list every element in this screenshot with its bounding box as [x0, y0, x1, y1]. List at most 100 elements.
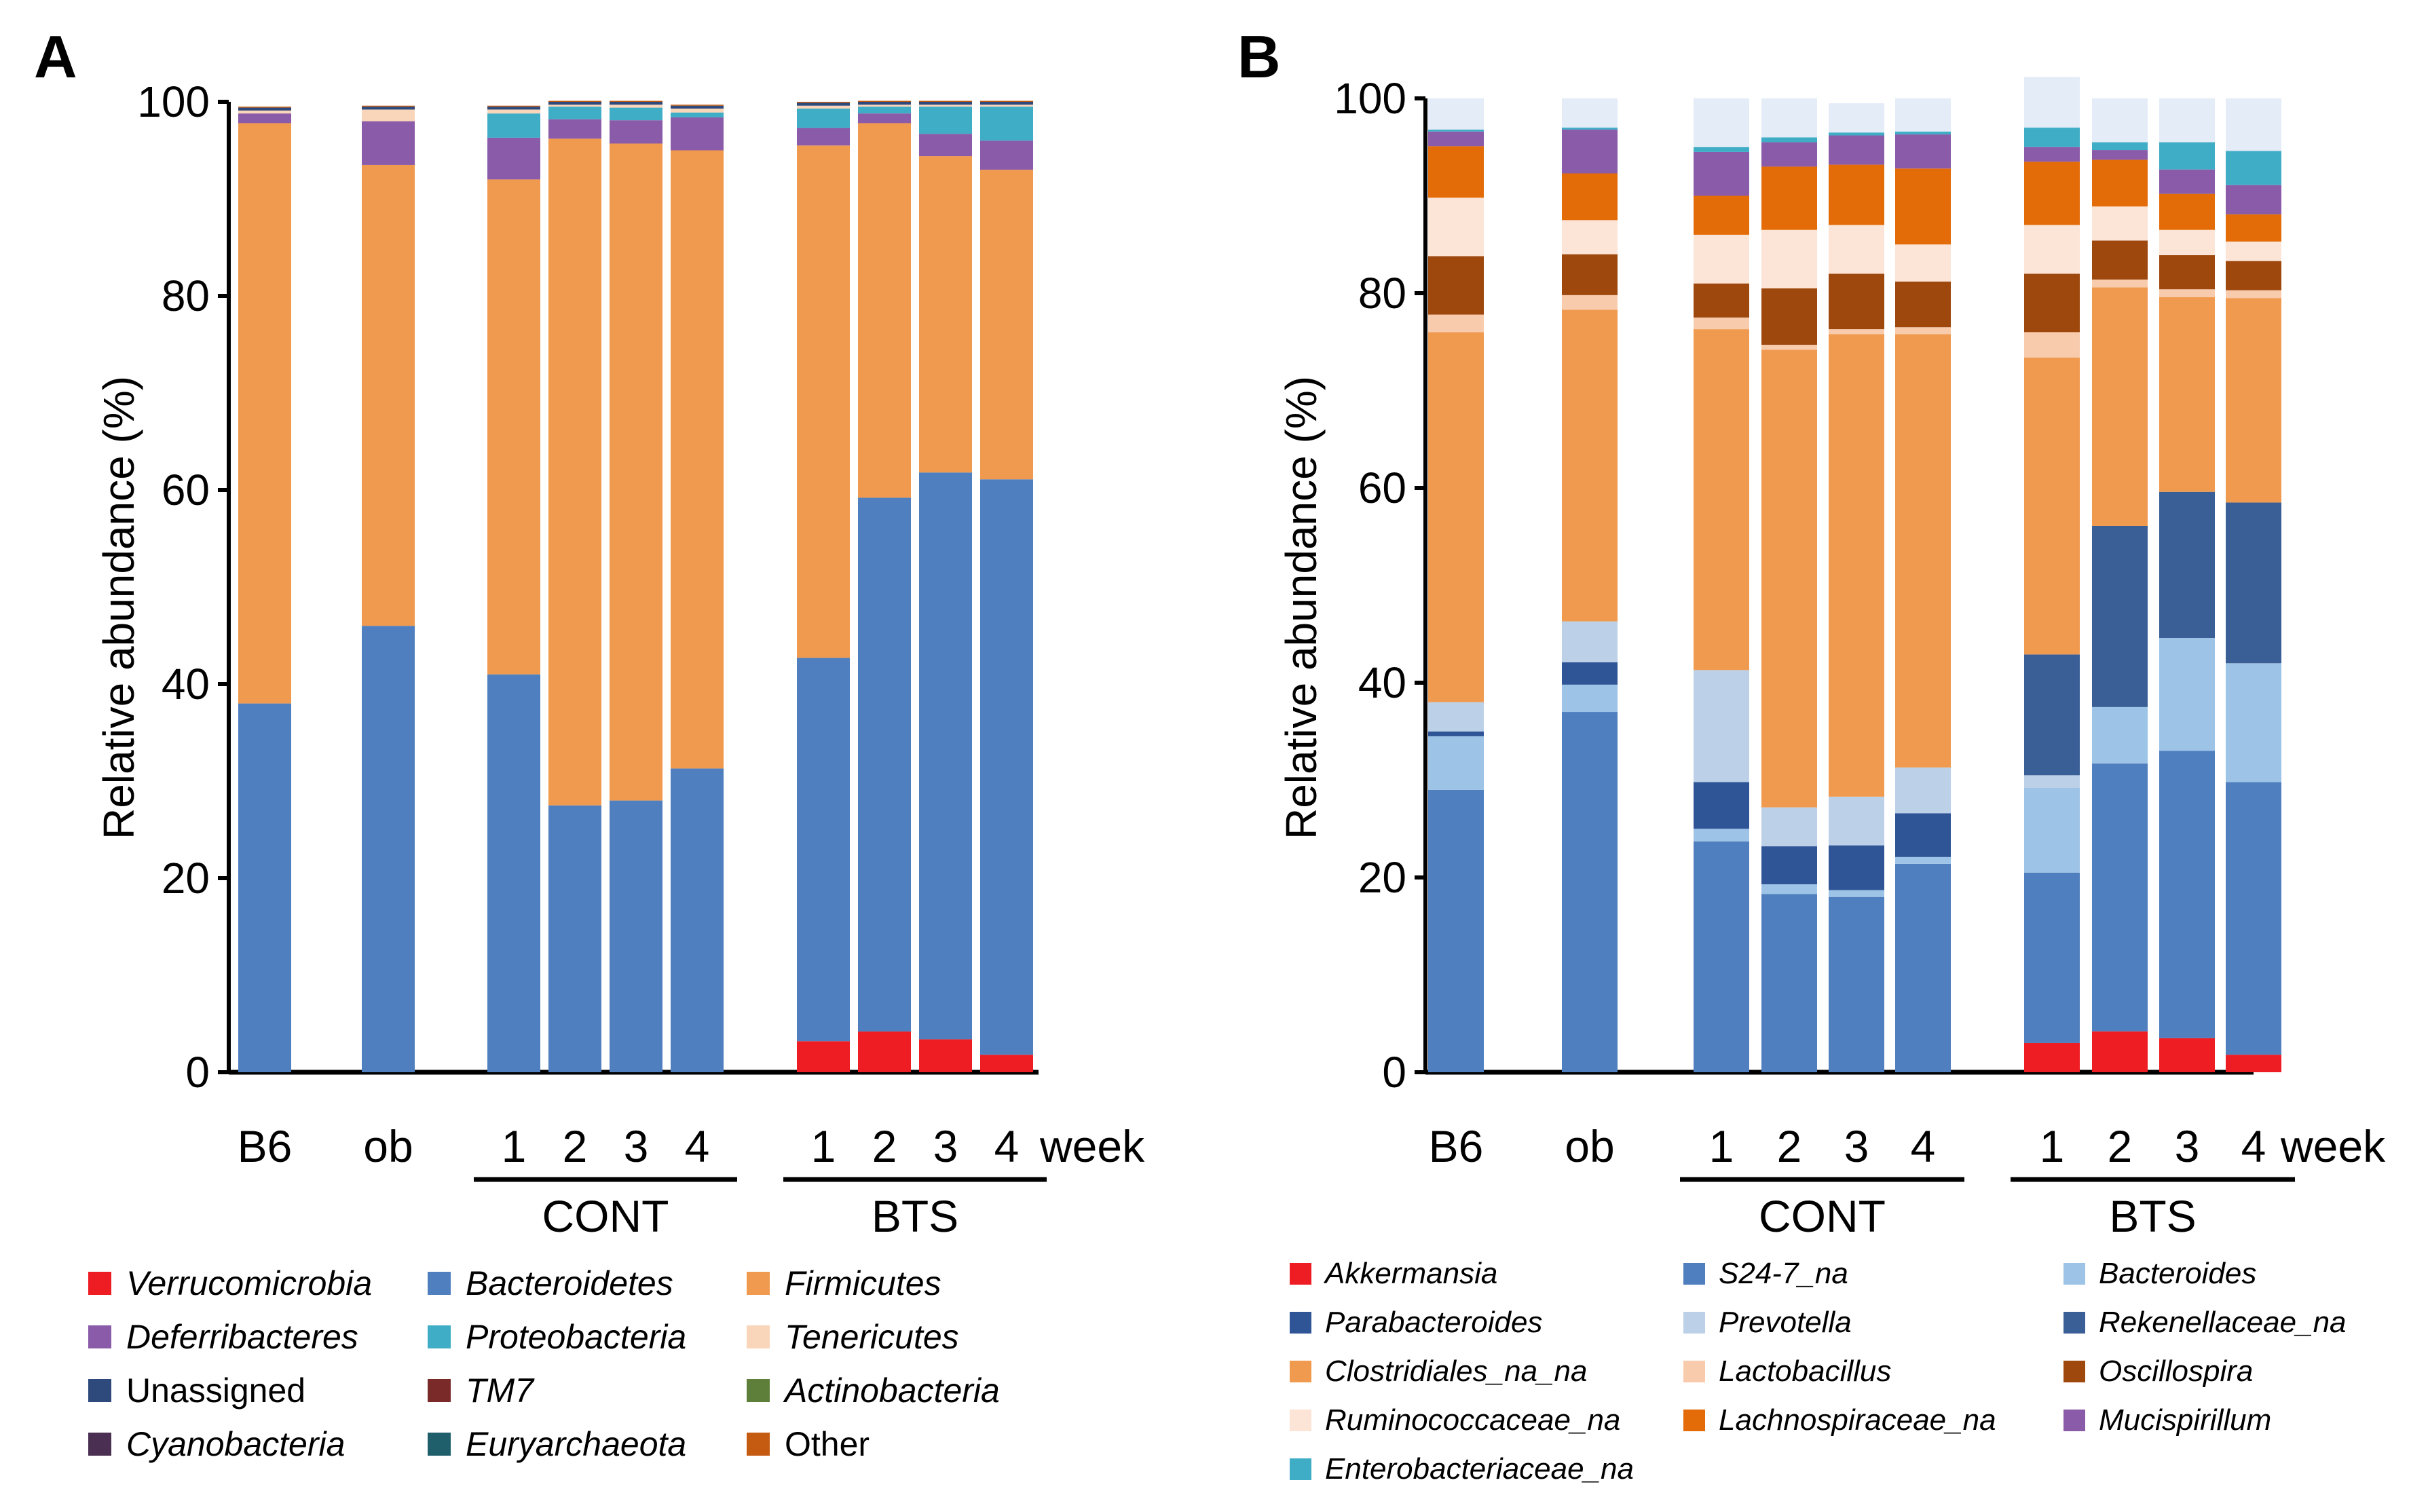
panel-b-category-label: 1 [1709, 1121, 1734, 1171]
panel-b-bar-segment [1562, 220, 1618, 254]
legend-swatch [88, 1325, 111, 1348]
legend-swatch [1683, 1312, 1705, 1334]
panel-b-bar-segment [2159, 255, 2215, 290]
panel-b-bar-segment [1829, 135, 1884, 165]
panel-b-bar-segment [2092, 706, 2148, 764]
panel-a-category-label: 3 [624, 1121, 649, 1171]
panel-a-bar-segment [858, 102, 911, 105]
panel-a-bar-segment [919, 105, 972, 107]
panel-b-bar-segment [1895, 856, 1951, 864]
panel-b-bar-segment [2159, 229, 2215, 256]
panel-b-bar-segment [1694, 98, 1749, 147]
panel-a-bar-segment [980, 140, 1033, 170]
panel-b-category-label: 4 [1911, 1121, 1936, 1171]
legend-label: Oscillospira [2099, 1355, 2254, 1388]
legend-swatch [2063, 1361, 2085, 1382]
panel-b-bar-segment [1562, 128, 1618, 130]
legend-item: Deferribacteres [88, 1317, 358, 1357]
panel-b-bar-segment [1562, 712, 1618, 1072]
panel-a-bar-segment [671, 117, 724, 151]
panel-b-bar-segment [2024, 357, 2080, 655]
panel-b-bar-segment [1829, 225, 1884, 274]
panel-b-bar-segment [2159, 193, 2215, 230]
panel-b-bar-segment [2024, 147, 2080, 162]
panel-a-bar-segment [919, 134, 972, 157]
panel-a-bar-segment [919, 472, 972, 1040]
panel-b-bar-segment [1829, 796, 1884, 846]
panel-b-bar-segment [1562, 98, 1618, 128]
panel-a-bar-segment [858, 105, 911, 107]
panel-a-category-label: 3 [933, 1121, 958, 1171]
panel-b-bar-segment [1428, 197, 1484, 257]
panel-b-bar-segment [2092, 206, 2148, 241]
legend-label: Akkermansia [1325, 1257, 1498, 1290]
panel-b-y-tick-label: 0 [1382, 1048, 1406, 1097]
panel-b-bar-segment [1428, 314, 1484, 333]
panel-a-bar-segment [797, 128, 850, 146]
panel-b-bar-segment [1761, 166, 1817, 230]
legend-item: Akkermansia [1290, 1257, 1497, 1291]
legend-label: TM7 [466, 1372, 534, 1410]
panel-b-bar-segment [2159, 169, 2215, 194]
legend-label: Enterobacteriaceae_na [1325, 1452, 1634, 1486]
panel-a-bar-segment [671, 105, 724, 109]
panel-b-category-label: 3 [1844, 1121, 1869, 1171]
panel-b-bar-segment [1694, 841, 1749, 1072]
panel-b-category-label: 2 [1777, 1121, 1802, 1171]
panel-b-bar-segment [1829, 329, 1884, 335]
panel-a-bar-segment [797, 658, 850, 1042]
panel-a-bar-segment [362, 109, 415, 121]
panel-b-week-label: week [2280, 1121, 2386, 1171]
panel-b-bar-segment [1761, 345, 1817, 350]
legend-label: Rekenellaceae_na [2099, 1306, 2347, 1339]
panel-b-bar-segment [1895, 134, 1951, 169]
panel-b-bar-segment [1428, 702, 1484, 732]
panel-b-bar-segment [2226, 502, 2281, 664]
panel-b-bar-segment [1761, 349, 1817, 808]
panel-b-bar-segment [1562, 173, 1618, 221]
panel-a-bar-segment [980, 1055, 1033, 1072]
legend-swatch [2063, 1312, 2085, 1334]
panel-b-y-tick-label: 100 [1334, 74, 1406, 123]
panel-b-bar-segment [2024, 162, 2080, 225]
panel-b-bar-segment [1761, 229, 1817, 288]
panel-b-bar-segment [1428, 131, 1484, 147]
panel-b-bar-segment [1428, 736, 1484, 790]
panel-a-bar-segment [797, 1041, 850, 1072]
legend-swatch [1290, 1312, 1311, 1334]
panel-b-bar-segment [1428, 789, 1484, 1072]
panel-b-bar-segment [1895, 863, 1951, 1072]
panel-b-bar-segment [1428, 332, 1484, 702]
panel-a-bar-segment [548, 102, 601, 105]
legend-label: Prevotella [1719, 1306, 1852, 1339]
legend-label: Lachnospiraceae_na [1719, 1403, 1996, 1437]
panel-b-bar-segment [1829, 273, 1884, 330]
panel-b-bar-segment [1761, 894, 1817, 1072]
panel-b-bar-segment [1694, 147, 1749, 152]
panel-b-label: B [1237, 23, 1281, 90]
panel-a-y-tick-label: 60 [162, 466, 210, 514]
panel-a-bar-segment [548, 105, 601, 107]
panel-b-bar-segment [1829, 334, 1884, 797]
panel-a-bar-segment [362, 121, 415, 165]
panel-b-bar-segment [1562, 621, 1618, 662]
panel-a-bar-segment [919, 156, 972, 473]
panel-a-bar-segment [980, 107, 1033, 141]
legend-label: Lactobacillus [1719, 1355, 1892, 1388]
panel-b-bar-segment [2024, 77, 2080, 128]
legend-swatch [747, 1379, 770, 1402]
panel-a-bar-segment [858, 497, 911, 1032]
panel-a-bar-segment [610, 100, 662, 102]
panel-b-bar-segment [2159, 98, 2215, 143]
panel-a-bar-segment [362, 105, 415, 107]
panel-a-bar-segment [238, 107, 291, 111]
panel-b-bar-segment [1694, 329, 1749, 670]
legend-item: Oscillospira [2063, 1355, 2253, 1388]
panel-a-bar-segment [671, 150, 724, 769]
panel-b-bar-segment [2024, 787, 2080, 873]
panel-b-bar-segment [1895, 168, 1951, 245]
panel-a-bar-segment [610, 800, 662, 1072]
panel-b-bar-segment [1761, 98, 1817, 138]
panel-b-y-tick-label: 40 [1358, 658, 1406, 707]
panel-b-category-label: ob [1565, 1121, 1614, 1171]
